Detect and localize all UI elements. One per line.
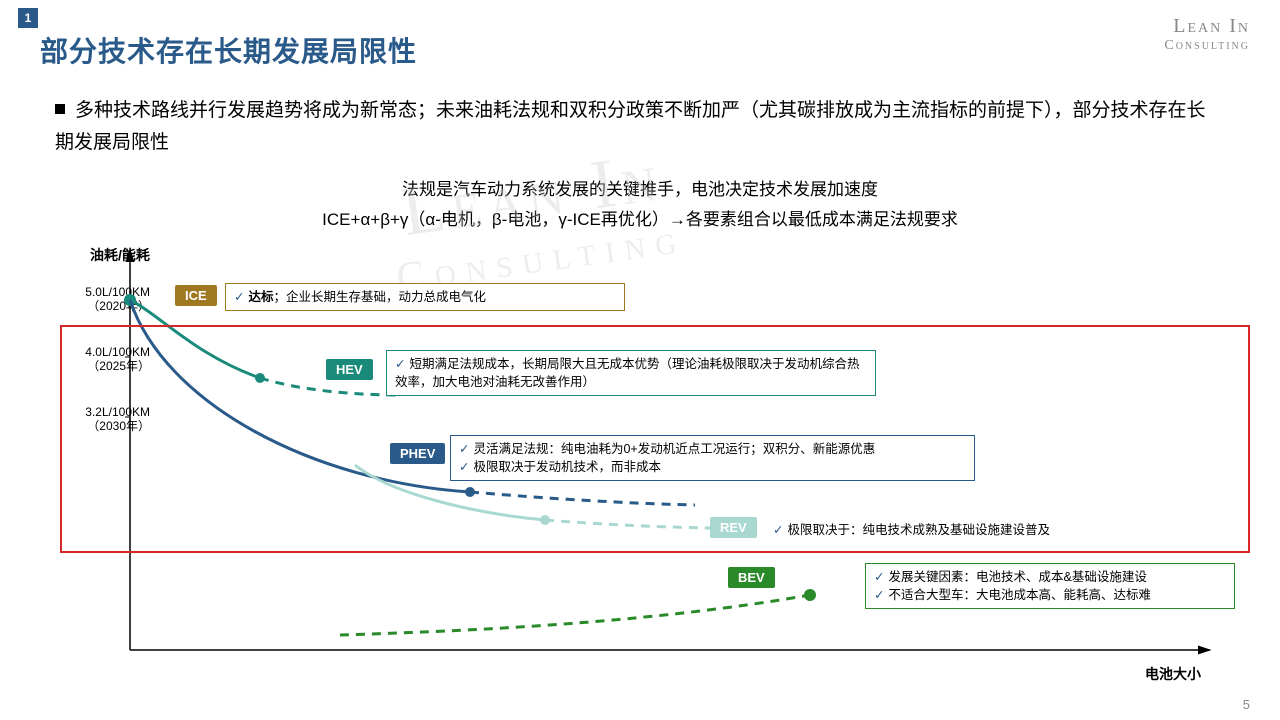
bullet-icon (55, 104, 65, 114)
box-line: ✓达标；企业长期生存基础，动力总成电气化 (234, 288, 614, 306)
x-axis-title: 电池大小 (1145, 664, 1201, 684)
box-line: ✓短期满足法规成本，长期局限大且无成本优势（理论油耗极限取决于发动机综合热效率，… (395, 355, 865, 391)
box-phev: ✓灵活满足法规：纯电油耗为0+发动机近点工况运行；双积分、新能源优惠✓极限取决于… (450, 435, 975, 481)
box-line: ✓极限取决于：纯电技术成熟及基础设施建设普及 (773, 521, 1175, 539)
bullet-text: 多种技术路线并行发展趋势将成为新常态；未来油耗法规和双积分政策不断加严（尤其碳排… (55, 100, 1206, 153)
logo: Lean In Consulting (1164, 15, 1250, 54)
box-line: ✓极限取决于发动机技术，而非成本 (459, 458, 964, 476)
badge-ice: ICE (175, 285, 217, 306)
logo-line2: Consulting (1164, 38, 1250, 54)
subtitle-1: 法规是汽车动力系统发展的关键推手，电池决定技术发展加速度 (0, 175, 1280, 200)
page-tab: 1 (18, 8, 38, 28)
box-line: ✓发展关键因素：电池技术、成本&基础设施建设 (874, 568, 1224, 586)
subtitle-2: ICE+α+β+γ（α-电机，β-电池，γ-ICE再优化）→各要素组合以最低成本… (0, 205, 1280, 230)
box-bev: ✓发展关键因素：电池技术、成本&基础设施建设✓不适合大型车：大电池成本高、能耗高… (865, 563, 1235, 609)
box-line: ✓灵活满足法规：纯电油耗为0+发动机近点工况运行；双积分、新能源优惠 (459, 440, 964, 458)
box-ice: ✓达标；企业长期生存基础，动力总成电气化 (225, 283, 625, 311)
chart-area: Lean In Consulting 油耗/能耗 5.0L/100KM（2020… (70, 245, 1230, 665)
slide: 1 部分技术存在长期发展局限性 Lean In Consulting 多种技术路… (0, 0, 1280, 720)
logo-line1: Lean In (1164, 15, 1250, 38)
main-bullet: 多种技术路线并行发展趋势将成为新常态；未来油耗法规和双积分政策不断加严（尤其碳排… (55, 95, 1220, 160)
box-line: ✓不适合大型车：大电池成本高、能耗高、达标难 (874, 586, 1224, 604)
badge-phev: PHEV (390, 443, 445, 464)
badge-hev: HEV (326, 359, 373, 380)
page-number: 5 (1243, 697, 1250, 712)
slide-title: 部分技术存在长期发展局限性 (40, 30, 417, 70)
box-hev: ✓短期满足法规成本，长期局限大且无成本优势（理论油耗极限取决于发动机综合热效率，… (386, 350, 876, 396)
badge-bev: BEV (728, 567, 775, 588)
badge-rev: REV (710, 517, 757, 538)
box-rev: ✓极限取决于：纯电技术成熟及基础设施建设普及 (765, 517, 1185, 543)
